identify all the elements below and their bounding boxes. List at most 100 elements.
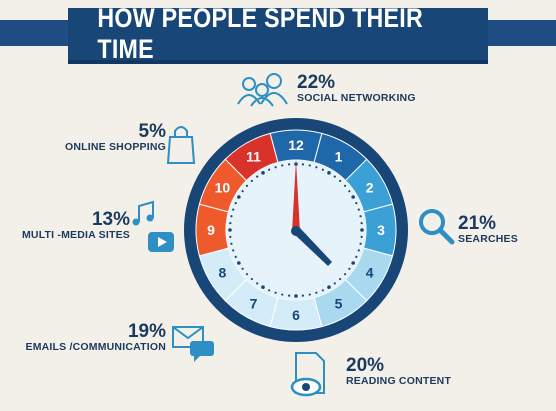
clock-tick [274,291,277,294]
clock-tick [343,273,347,276]
clock-number: 3 [377,222,385,238]
clock-number: 10 [215,180,231,196]
clock-tick [351,195,355,199]
clock-tick [360,235,363,238]
clock-tick [357,249,360,252]
stat-emails-communication: 19% EMAILS /COMMUNICATION [14,321,167,353]
clock-tick [327,171,331,175]
clock-tick [250,179,253,183]
clock-tick [333,282,336,285]
clock-tick [256,175,259,178]
clock-number: 11 [246,148,261,164]
clock-tick [315,291,318,294]
clock-tick [360,222,363,225]
clock-number: 9 [207,222,215,238]
clock-tick [333,175,336,178]
clock-tick [261,171,265,175]
clock-tick [237,261,241,265]
title-box: HOW PEOPLE SPEND THEIR TIME [68,3,488,64]
clock-tick [241,190,244,193]
clock-tick [301,294,304,297]
stat-percent: 13% [91,209,130,230]
clock-tick [321,289,324,292]
stat-percent: 22% [297,72,336,93]
stat-label: ONLINE SHOPPING [64,141,166,153]
stat-multimedia-sites: 13% MULTI -MEDIA SITES [18,210,130,241]
clock-tick [281,164,284,167]
clock-tick [288,294,291,297]
clock-tick [256,282,259,285]
stat-reading-content: 20% READING CONTENT [346,356,451,387]
stat-online-shopping: 5% ONLINE SHOPPING [60,122,166,153]
clock-tick [268,289,271,292]
clock-tick [229,235,232,238]
clock-tick [301,163,304,166]
clock-minute-hand [292,160,300,232]
clock-tick [232,249,235,252]
clock-tick [237,195,241,199]
clock-tick [357,208,360,211]
clock-number: 12 [288,137,304,153]
clock-tick [359,215,362,218]
music-video-icon [132,200,174,252]
clock-number: 7 [250,296,258,312]
clock-tick [348,190,351,193]
clock-tick [261,285,265,289]
stat-label: EMAILS /COMMUNICATION [25,341,166,353]
clock-tick [230,215,233,218]
magnifier-icon [419,209,455,245]
clock-tick [308,164,311,167]
clock-tick [250,277,253,281]
stat-label: MULTI -MEDIA SITES [21,229,130,241]
clock-tick [351,261,355,265]
people-icon [237,73,288,107]
clock-tick [348,267,351,270]
clock-tick [281,293,284,296]
page-title: HOW PEOPLE SPEND THEIR TIME [97,3,424,64]
clock-tick [355,255,358,258]
clock-tick [359,242,362,245]
clock-number: 1 [335,148,343,164]
clock-tick [234,202,237,205]
stat-social-networking: 22% SOCIAL NETWORKING [297,73,416,104]
clock-center-pin [291,226,301,236]
clock-number: 6 [292,307,300,323]
clock-hour-hand [292,228,332,266]
clock-tick [339,179,342,183]
clock-tick [274,166,277,169]
stat-percent: 19% [127,321,166,342]
clock-segments [195,129,397,331]
clock-tick [308,293,311,296]
clock-number: 4 [366,265,374,281]
clock-tick [327,285,331,289]
clock-ticks [228,162,364,298]
clock-tick [343,184,347,187]
clock-tick [234,255,237,258]
stat-percent: 5% [138,121,166,142]
stat-percent: 21% [458,213,497,234]
clock-tick [229,222,232,225]
clock-tick [230,242,233,245]
document-eye-icon [290,352,325,397]
clock-number: 5 [335,296,343,312]
envelope-chat-icon [172,326,214,362]
clock-tick [355,202,358,205]
clock-tick [294,294,298,298]
clock-tick [321,168,324,171]
stat-label: READING CONTENT [346,375,452,387]
clock-tick [245,273,249,276]
clock-number: 2 [366,180,374,196]
shopping-bag-icon [166,126,196,164]
clock-tick [315,166,318,169]
clock-number: 8 [218,265,226,281]
clock-tick [245,184,249,187]
stat-percent: 20% [346,355,385,376]
clock-tick [288,163,291,166]
stat-searches: 21% SEARCHES [458,214,518,245]
clock-tick [241,267,244,270]
clock-tick [232,208,235,211]
stat-label: SOCIAL NETWORKING [297,92,416,104]
clock-tick [228,228,232,232]
